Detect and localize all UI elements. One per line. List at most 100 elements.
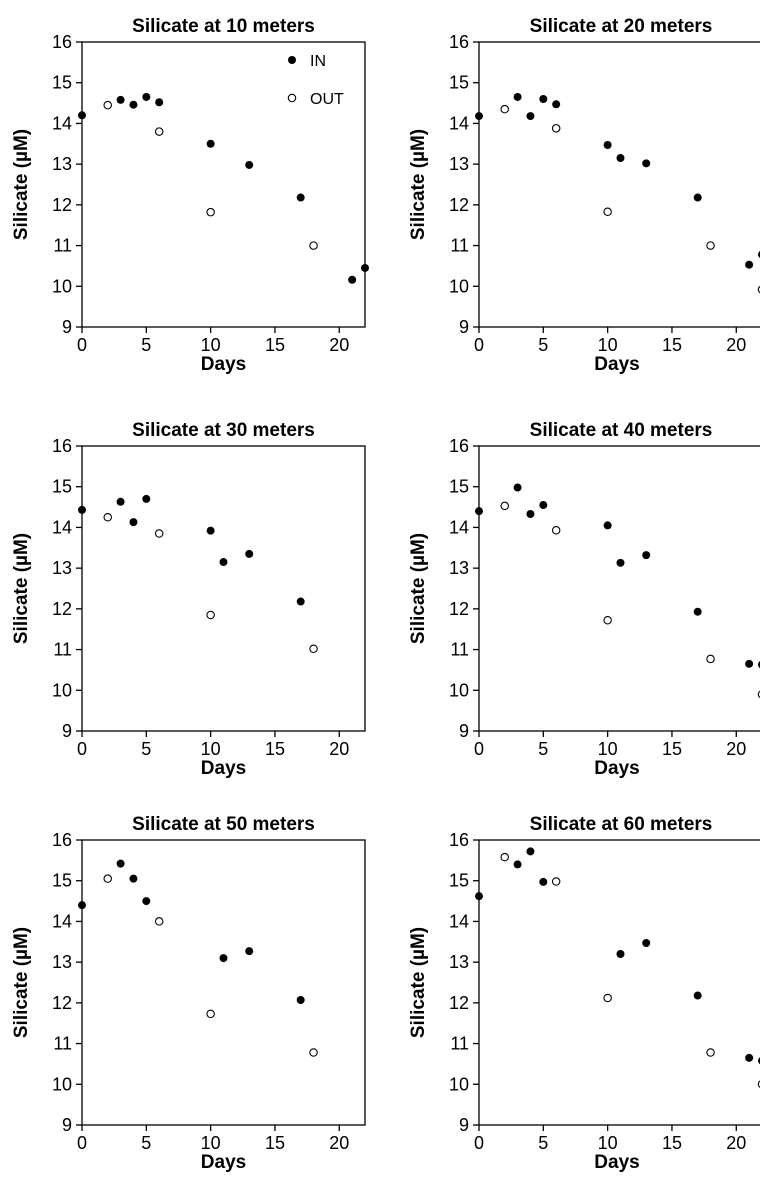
panel-title: Silicate at 60 meters <box>530 814 713 835</box>
in-point <box>693 991 702 1000</box>
y-tick-label: 15 <box>52 477 72 497</box>
y-tick-label: 12 <box>52 993 72 1013</box>
panel-6: Silicate at 60 meters 9 10 11 12 13 14 15 16 0 5 10… <box>408 814 760 1173</box>
y-tick-label: 11 <box>53 236 72 256</box>
y-tick-label: 12 <box>449 993 469 1013</box>
y-tick-label: 11 <box>53 1034 72 1054</box>
x-tick-label: 5 <box>538 739 548 759</box>
in-point <box>78 111 86 120</box>
x-tick-label: 10 <box>201 1133 221 1153</box>
x-axis-label: Days <box>201 354 246 375</box>
out-point <box>309 241 318 250</box>
x-tick-label: 20 <box>329 1133 349 1153</box>
in-point <box>616 950 625 958</box>
out-point <box>103 100 112 110</box>
in-point <box>116 497 125 506</box>
out-point <box>206 207 215 217</box>
y-tick-label: 15 <box>449 477 469 497</box>
x-tick-label: 5 <box>141 1133 151 1153</box>
x-axis-label: Days <box>201 1152 246 1173</box>
y-tick-label: 9 <box>62 1115 72 1135</box>
out-point <box>500 852 509 862</box>
y-tick-label: 13 <box>52 952 72 972</box>
legend-label-out: OUT <box>310 91 344 108</box>
legend-marker-out <box>287 93 297 103</box>
x-tick-label: 0 <box>77 335 87 355</box>
in-point <box>526 112 535 121</box>
y-tick-label: 11 <box>53 640 72 660</box>
y-tick-label: 12 <box>52 195 72 215</box>
x-tick-label: 5 <box>538 1133 548 1153</box>
in-point <box>539 877 548 886</box>
out-point <box>154 127 164 136</box>
in-point <box>526 509 535 518</box>
in-point <box>642 159 651 168</box>
in-point <box>539 95 548 103</box>
y-tick-label: 15 <box>449 871 469 891</box>
in-point <box>78 901 86 910</box>
out-point <box>500 501 509 511</box>
y-tick-label: 9 <box>459 317 469 337</box>
x-tick-label: 10 <box>598 1133 618 1153</box>
in-point <box>116 95 125 104</box>
in-point <box>603 141 612 150</box>
in-point <box>142 897 151 906</box>
y-tick-label: 16 <box>52 32 72 52</box>
in-point <box>129 518 138 527</box>
in-point <box>745 1053 754 1062</box>
y-axis-label: Silicate (µM) <box>408 533 429 644</box>
out-point <box>309 1048 318 1057</box>
y-tick-label: 9 <box>459 1115 469 1135</box>
y-tick-label: 12 <box>449 599 469 619</box>
y-tick-label: 15 <box>449 73 469 93</box>
out-point <box>551 526 561 535</box>
plot-frame <box>81 41 366 328</box>
y-tick-label: 11 <box>450 1034 469 1054</box>
panel-3: Silicate at 30 meters 9 10 11 12 13 14 15 16 0 5 10… <box>11 420 366 779</box>
in-point <box>361 263 369 272</box>
in-point <box>642 939 651 948</box>
y-tick-label: 11 <box>450 640 469 660</box>
x-tick-label: 5 <box>141 335 151 355</box>
in-point <box>116 859 125 868</box>
y-tick-label: 16 <box>52 830 72 850</box>
in-point <box>142 92 151 101</box>
in-point <box>513 483 522 492</box>
out-point <box>603 207 612 217</box>
in-point <box>616 154 625 163</box>
out-point <box>551 877 561 886</box>
x-tick-label: 15 <box>662 739 682 759</box>
in-point <box>745 659 754 668</box>
y-tick-label: 13 <box>449 952 469 972</box>
out-point <box>551 124 561 133</box>
y-axis-label: Silicate (µM) <box>408 927 429 1038</box>
in-point <box>693 607 702 616</box>
panel-title: Silicate at 20 meters <box>530 16 713 37</box>
x-tick-label: 0 <box>474 1133 484 1153</box>
out-point <box>706 241 715 250</box>
panel-title: Silicate at 10 meters <box>132 16 315 37</box>
y-tick-label: 16 <box>52 436 72 456</box>
x-tick-label: 20 <box>329 739 349 759</box>
x-tick-label: 10 <box>201 335 221 355</box>
x-axis-label: Days <box>594 758 639 779</box>
y-tick-label: 9 <box>62 721 72 741</box>
x-tick-label: 5 <box>538 335 548 355</box>
y-tick-label: 16 <box>449 830 469 850</box>
in-point <box>539 501 548 510</box>
x-tick-label: 10 <box>598 739 618 759</box>
in-point <box>513 860 522 869</box>
in-point <box>129 874 138 883</box>
y-axis-label: Silicate (µM) <box>11 129 32 240</box>
in-point <box>78 505 86 514</box>
y-axis-label: Silicate (µM) <box>11 533 32 644</box>
y-tick-label: 13 <box>52 154 72 174</box>
in-point <box>475 112 483 121</box>
plot-frame <box>478 445 760 732</box>
plot-frame <box>478 839 760 1126</box>
x-tick-label: 15 <box>265 1133 285 1153</box>
y-tick-label: 10 <box>449 1074 469 1094</box>
panel-5: Silicate at 50 meters 9 10 11 12 13 14 15 16 0 5 10… <box>11 814 366 1173</box>
y-tick-label: 14 <box>449 911 469 931</box>
y-tick-label: 15 <box>52 73 72 93</box>
